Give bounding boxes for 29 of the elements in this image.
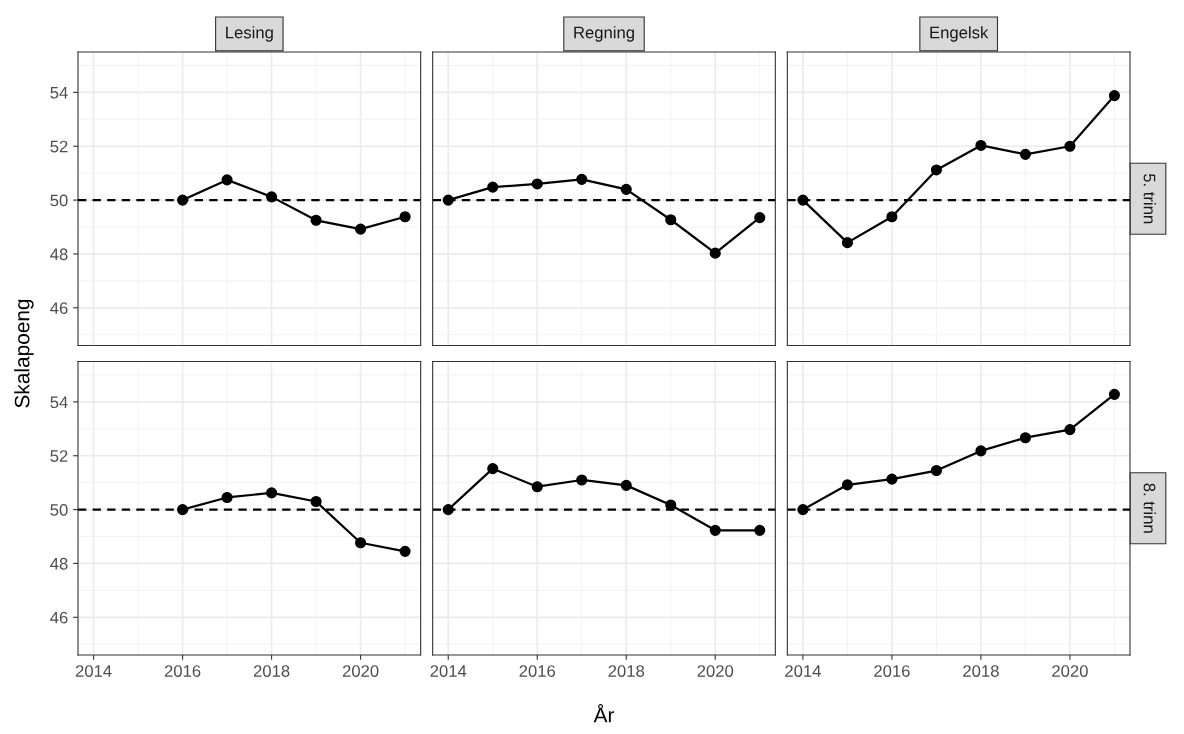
y-tick-label: 46: [50, 611, 68, 624]
y-tick-label: 54: [50, 86, 68, 99]
chart-title: Regning: [574, 26, 634, 42]
y-tick-label: 52: [50, 140, 68, 153]
y-axis-title: Skalapoeng: [14, 299, 34, 408]
y-tick-label: 54: [50, 396, 68, 409]
x-tick-label: 2014: [785, 665, 821, 677]
chart-title: Lesing: [226, 26, 273, 42]
y-tick-label: 50: [50, 504, 68, 516]
x-tick-label: 2016: [164, 665, 201, 677]
x-tick-label: 2020: [1052, 665, 1088, 677]
chart-title: Engelsk: [930, 26, 989, 42]
x-tick-label: 2014: [430, 665, 467, 677]
y-tick-label: 50: [50, 194, 68, 207]
x-axis-title: År: [593, 704, 615, 723]
x-tick-label: 2020: [342, 665, 379, 677]
x-tick-label: 2016: [519, 665, 556, 677]
x-tick-label: 2016: [874, 665, 910, 677]
x-tick-label: 2020: [697, 665, 734, 677]
y-tick-label: 48: [50, 248, 68, 261]
x-tick-label: 2018: [253, 665, 290, 677]
x-tick-label: 2014: [75, 665, 112, 677]
x-tick-label: 2018: [608, 665, 645, 677]
y-tick-label: 46: [50, 302, 68, 315]
text: 8. trinn: [1143, 483, 1156, 533]
text: 5. trinn: [1143, 173, 1156, 224]
x-tick-label: 2018: [963, 665, 999, 677]
y-tick-label: 52: [50, 450, 68, 462]
y-tick-label: 48: [50, 557, 68, 570]
